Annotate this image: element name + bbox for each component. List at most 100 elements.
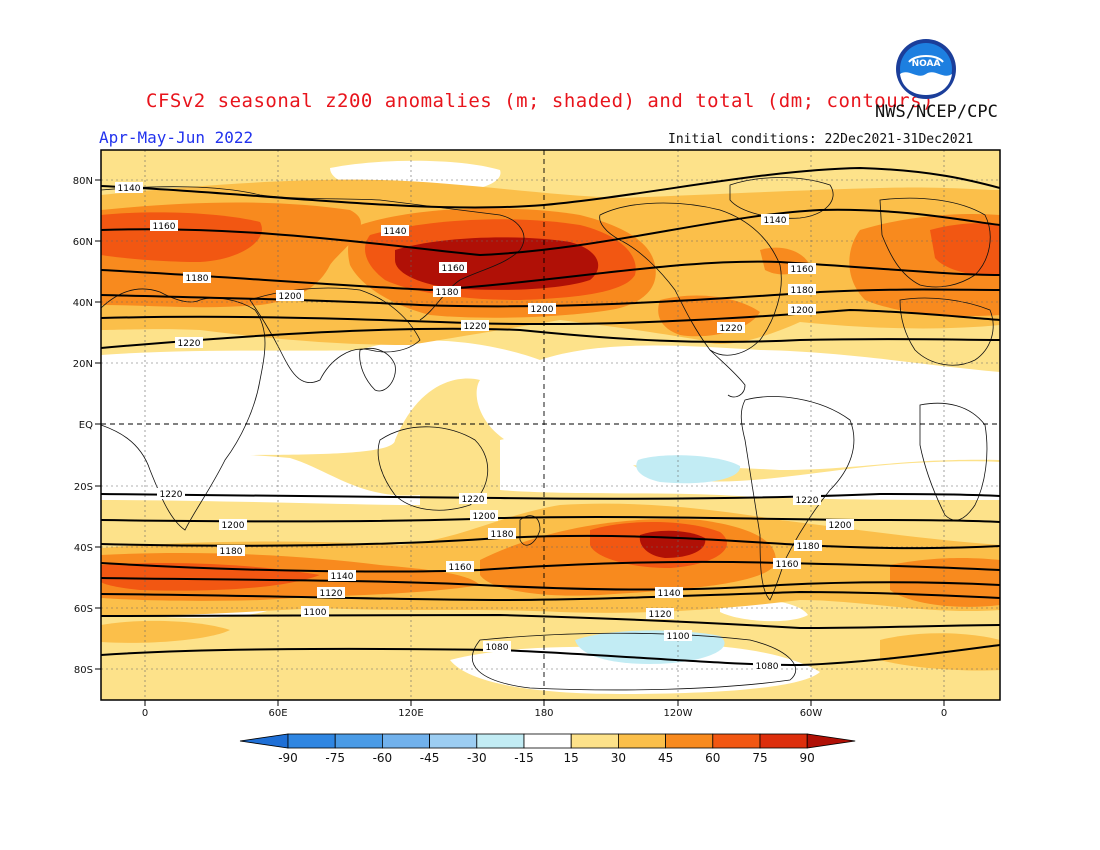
lat-tick-label: 80S [74, 665, 93, 676]
contour-label: 1220 [793, 494, 821, 506]
svg-text:1180: 1180 [791, 286, 814, 296]
svg-text:1220: 1220 [160, 490, 183, 500]
lat-tick-label: EQ [79, 420, 93, 431]
contour-label: 1220 [175, 337, 203, 349]
lon-tick-label: 60W [800, 708, 823, 719]
svg-text:1140: 1140 [764, 216, 787, 226]
colorbar: -90 -75 -60 -45 -30 -15 15 30 45 60 75 90 [239, 733, 856, 765]
contour-label: 1180 [794, 540, 822, 552]
contour-label: 1200 [219, 519, 247, 531]
lat-tick-label: 60S [74, 604, 93, 615]
colorbar-segment [523, 733, 572, 749]
colorbar-tick-label: 60 [705, 751, 720, 765]
contour-label: 1180 [488, 528, 516, 540]
contour-label: 1100 [301, 606, 329, 618]
colorbar-segment [618, 733, 667, 749]
colorbar-tick-label: -75 [325, 751, 345, 765]
svg-text:1140: 1140 [118, 184, 141, 194]
colorbar-segment [712, 733, 761, 749]
colorbar-tick-label: 15 [564, 751, 579, 765]
contour-label: 1200 [826, 519, 854, 531]
svg-text:1200: 1200 [829, 521, 852, 531]
contour-label: 1200 [788, 304, 816, 316]
contour-label: 1160 [439, 262, 467, 274]
svg-text:1160: 1160 [449, 563, 472, 573]
svg-text:1180: 1180 [220, 547, 243, 557]
colorbar-segment [570, 733, 619, 749]
reference-lines [101, 150, 1000, 700]
svg-text:1200: 1200 [531, 305, 554, 315]
svg-text:1180: 1180 [186, 274, 209, 284]
contour-label: 1080 [483, 641, 511, 653]
colorbar-segment [287, 733, 336, 749]
lat-tick-label: 40S [74, 543, 93, 554]
colorbar-segment [429, 733, 478, 749]
coastlines [101, 177, 994, 691]
svg-text:1100: 1100 [304, 608, 327, 618]
svg-text:1080: 1080 [756, 662, 779, 672]
svg-text:1200: 1200 [222, 521, 245, 531]
colorbar-segment [334, 733, 383, 749]
contour-label: 1100 [664, 630, 692, 642]
svg-text:1200: 1200 [279, 292, 302, 302]
contour-label: 1080 [753, 660, 781, 672]
colorbar-tick-label: -90 [278, 751, 298, 765]
lon-tick-label: 120W [664, 708, 693, 719]
svg-text:1180: 1180 [797, 542, 820, 552]
svg-text:1220: 1220 [462, 495, 485, 505]
colorbar-tick-label: 45 [658, 751, 673, 765]
svg-text:1140: 1140 [331, 572, 354, 582]
contour-label: 1180 [217, 545, 245, 557]
lat-tick-label: 60N [73, 237, 93, 248]
page-title: CFSv2 seasonal z200 anomalies (m; shaded… [146, 90, 934, 112]
contour-label: 1160 [773, 558, 801, 570]
lon-tick-label: 60E [268, 708, 287, 719]
height-contours [101, 166, 1000, 667]
svg-text:1140: 1140 [384, 227, 407, 237]
map-frame [100, 149, 1001, 701]
contour-label: 1200 [276, 290, 304, 302]
lon-tick-label: 120E [398, 708, 423, 719]
colorbar-segment [665, 733, 714, 749]
svg-text:1200: 1200 [473, 512, 496, 522]
colorbar-tick-label: 75 [752, 751, 767, 765]
contour-label: 1140 [655, 587, 683, 599]
contour-label: 1180 [433, 286, 461, 298]
map-plot-area: 1140 1160 1180 1200 1220 1140 1160 1180 … [101, 150, 1000, 700]
colorbar-segment [476, 733, 525, 749]
svg-text:NOAA: NOAA [912, 59, 941, 69]
svg-text:1220: 1220 [796, 496, 819, 506]
contour-label: 1200 [470, 510, 498, 522]
season-label: Apr-May-Jun 2022 [99, 128, 254, 147]
svg-text:1220: 1220 [720, 324, 743, 334]
contour-label: 1160 [446, 561, 474, 573]
colorbar-tick-label: -60 [373, 751, 393, 765]
contour-label: 1180 [788, 284, 816, 296]
svg-text:1160: 1160 [776, 560, 799, 570]
noaa-logo-icon: NOAA [896, 39, 956, 99]
contour-label: 1120 [317, 587, 345, 599]
svg-text:1160: 1160 [153, 222, 176, 232]
svg-text:1100: 1100 [667, 632, 690, 642]
colorbar-tick-label: -45 [420, 751, 440, 765]
svg-text:1140: 1140 [658, 589, 681, 599]
contour-label: 1140 [115, 182, 143, 194]
contour-label: 1220 [459, 493, 487, 505]
svg-text:1220: 1220 [464, 322, 487, 332]
lat-tick-label: 20N [73, 359, 93, 370]
svg-text:1120: 1120 [320, 589, 343, 599]
svg-text:1160: 1160 [791, 265, 814, 275]
contour-label: 1180 [183, 272, 211, 284]
svg-text:1080: 1080 [486, 643, 509, 653]
svg-text:1120: 1120 [649, 610, 672, 620]
svg-text:1200: 1200 [791, 306, 814, 316]
lat-tick-label: 40N [73, 298, 93, 309]
svg-text:1220: 1220 [178, 339, 201, 349]
contour-label: 1220 [461, 320, 489, 332]
contour-label: 1140 [761, 214, 789, 226]
contour-label: 1140 [381, 225, 409, 237]
lon-tick-label: 0 [142, 708, 148, 719]
longitude-axis: 0 60E 120E 180 120W 60W 0 [142, 700, 947, 719]
colorbar-tick-label: -15 [514, 751, 534, 765]
